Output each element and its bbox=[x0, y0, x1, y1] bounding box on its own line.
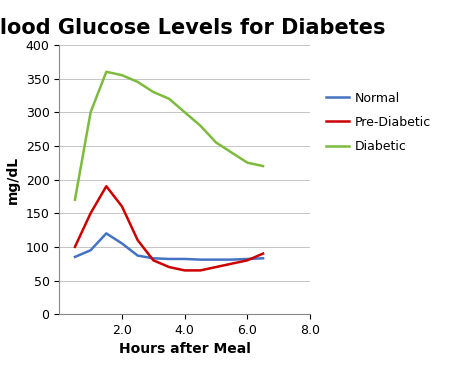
Normal bbox=[72, 255, 77, 259]
Pre-Diabetic bbox=[260, 251, 265, 256]
Diabetic bbox=[88, 110, 93, 114]
Diabetic bbox=[228, 150, 234, 155]
Normal bbox=[197, 257, 202, 262]
Normal bbox=[150, 256, 156, 261]
Normal bbox=[119, 241, 125, 246]
Pre-Diabetic bbox=[244, 258, 250, 263]
Diabetic bbox=[197, 123, 202, 128]
Diabetic bbox=[213, 140, 218, 145]
X-axis label: Hours after Meal: Hours after Meal bbox=[118, 343, 250, 356]
Diabetic bbox=[103, 70, 109, 74]
Pre-Diabetic bbox=[228, 261, 234, 266]
Line: Normal: Normal bbox=[75, 233, 263, 260]
Line: Diabetic: Diabetic bbox=[75, 72, 263, 200]
Diabetic bbox=[135, 80, 140, 84]
Normal bbox=[103, 231, 109, 236]
Pre-Diabetic bbox=[88, 211, 93, 215]
Y-axis label: mg/dL: mg/dL bbox=[6, 156, 20, 203]
Line: Pre-Diabetic: Pre-Diabetic bbox=[75, 186, 263, 270]
Pre-Diabetic bbox=[150, 258, 156, 263]
Diabetic bbox=[182, 110, 187, 114]
Diabetic bbox=[72, 197, 77, 202]
Diabetic bbox=[150, 90, 156, 94]
Normal bbox=[182, 257, 187, 261]
Normal bbox=[213, 257, 218, 262]
Normal bbox=[88, 248, 93, 252]
Pre-Diabetic bbox=[197, 268, 202, 273]
Normal bbox=[244, 257, 250, 261]
Pre-Diabetic bbox=[213, 265, 218, 269]
Pre-Diabetic bbox=[72, 245, 77, 249]
Title: Blood Glucose Levels for Diabetes: Blood Glucose Levels for Diabetes bbox=[0, 18, 384, 38]
Diabetic bbox=[244, 160, 250, 165]
Pre-Diabetic bbox=[182, 268, 187, 273]
Legend: Normal, Pre-Diabetic, Diabetic: Normal, Pre-Diabetic, Diabetic bbox=[326, 92, 430, 153]
Normal bbox=[260, 256, 265, 261]
Pre-Diabetic bbox=[166, 265, 172, 269]
Diabetic bbox=[119, 73, 125, 77]
Normal bbox=[228, 257, 234, 262]
Pre-Diabetic bbox=[119, 204, 125, 209]
Pre-Diabetic bbox=[135, 238, 140, 242]
Normal bbox=[166, 257, 172, 261]
Diabetic bbox=[260, 164, 265, 168]
Diabetic bbox=[166, 96, 172, 101]
Pre-Diabetic bbox=[103, 184, 109, 188]
Normal bbox=[135, 253, 140, 258]
